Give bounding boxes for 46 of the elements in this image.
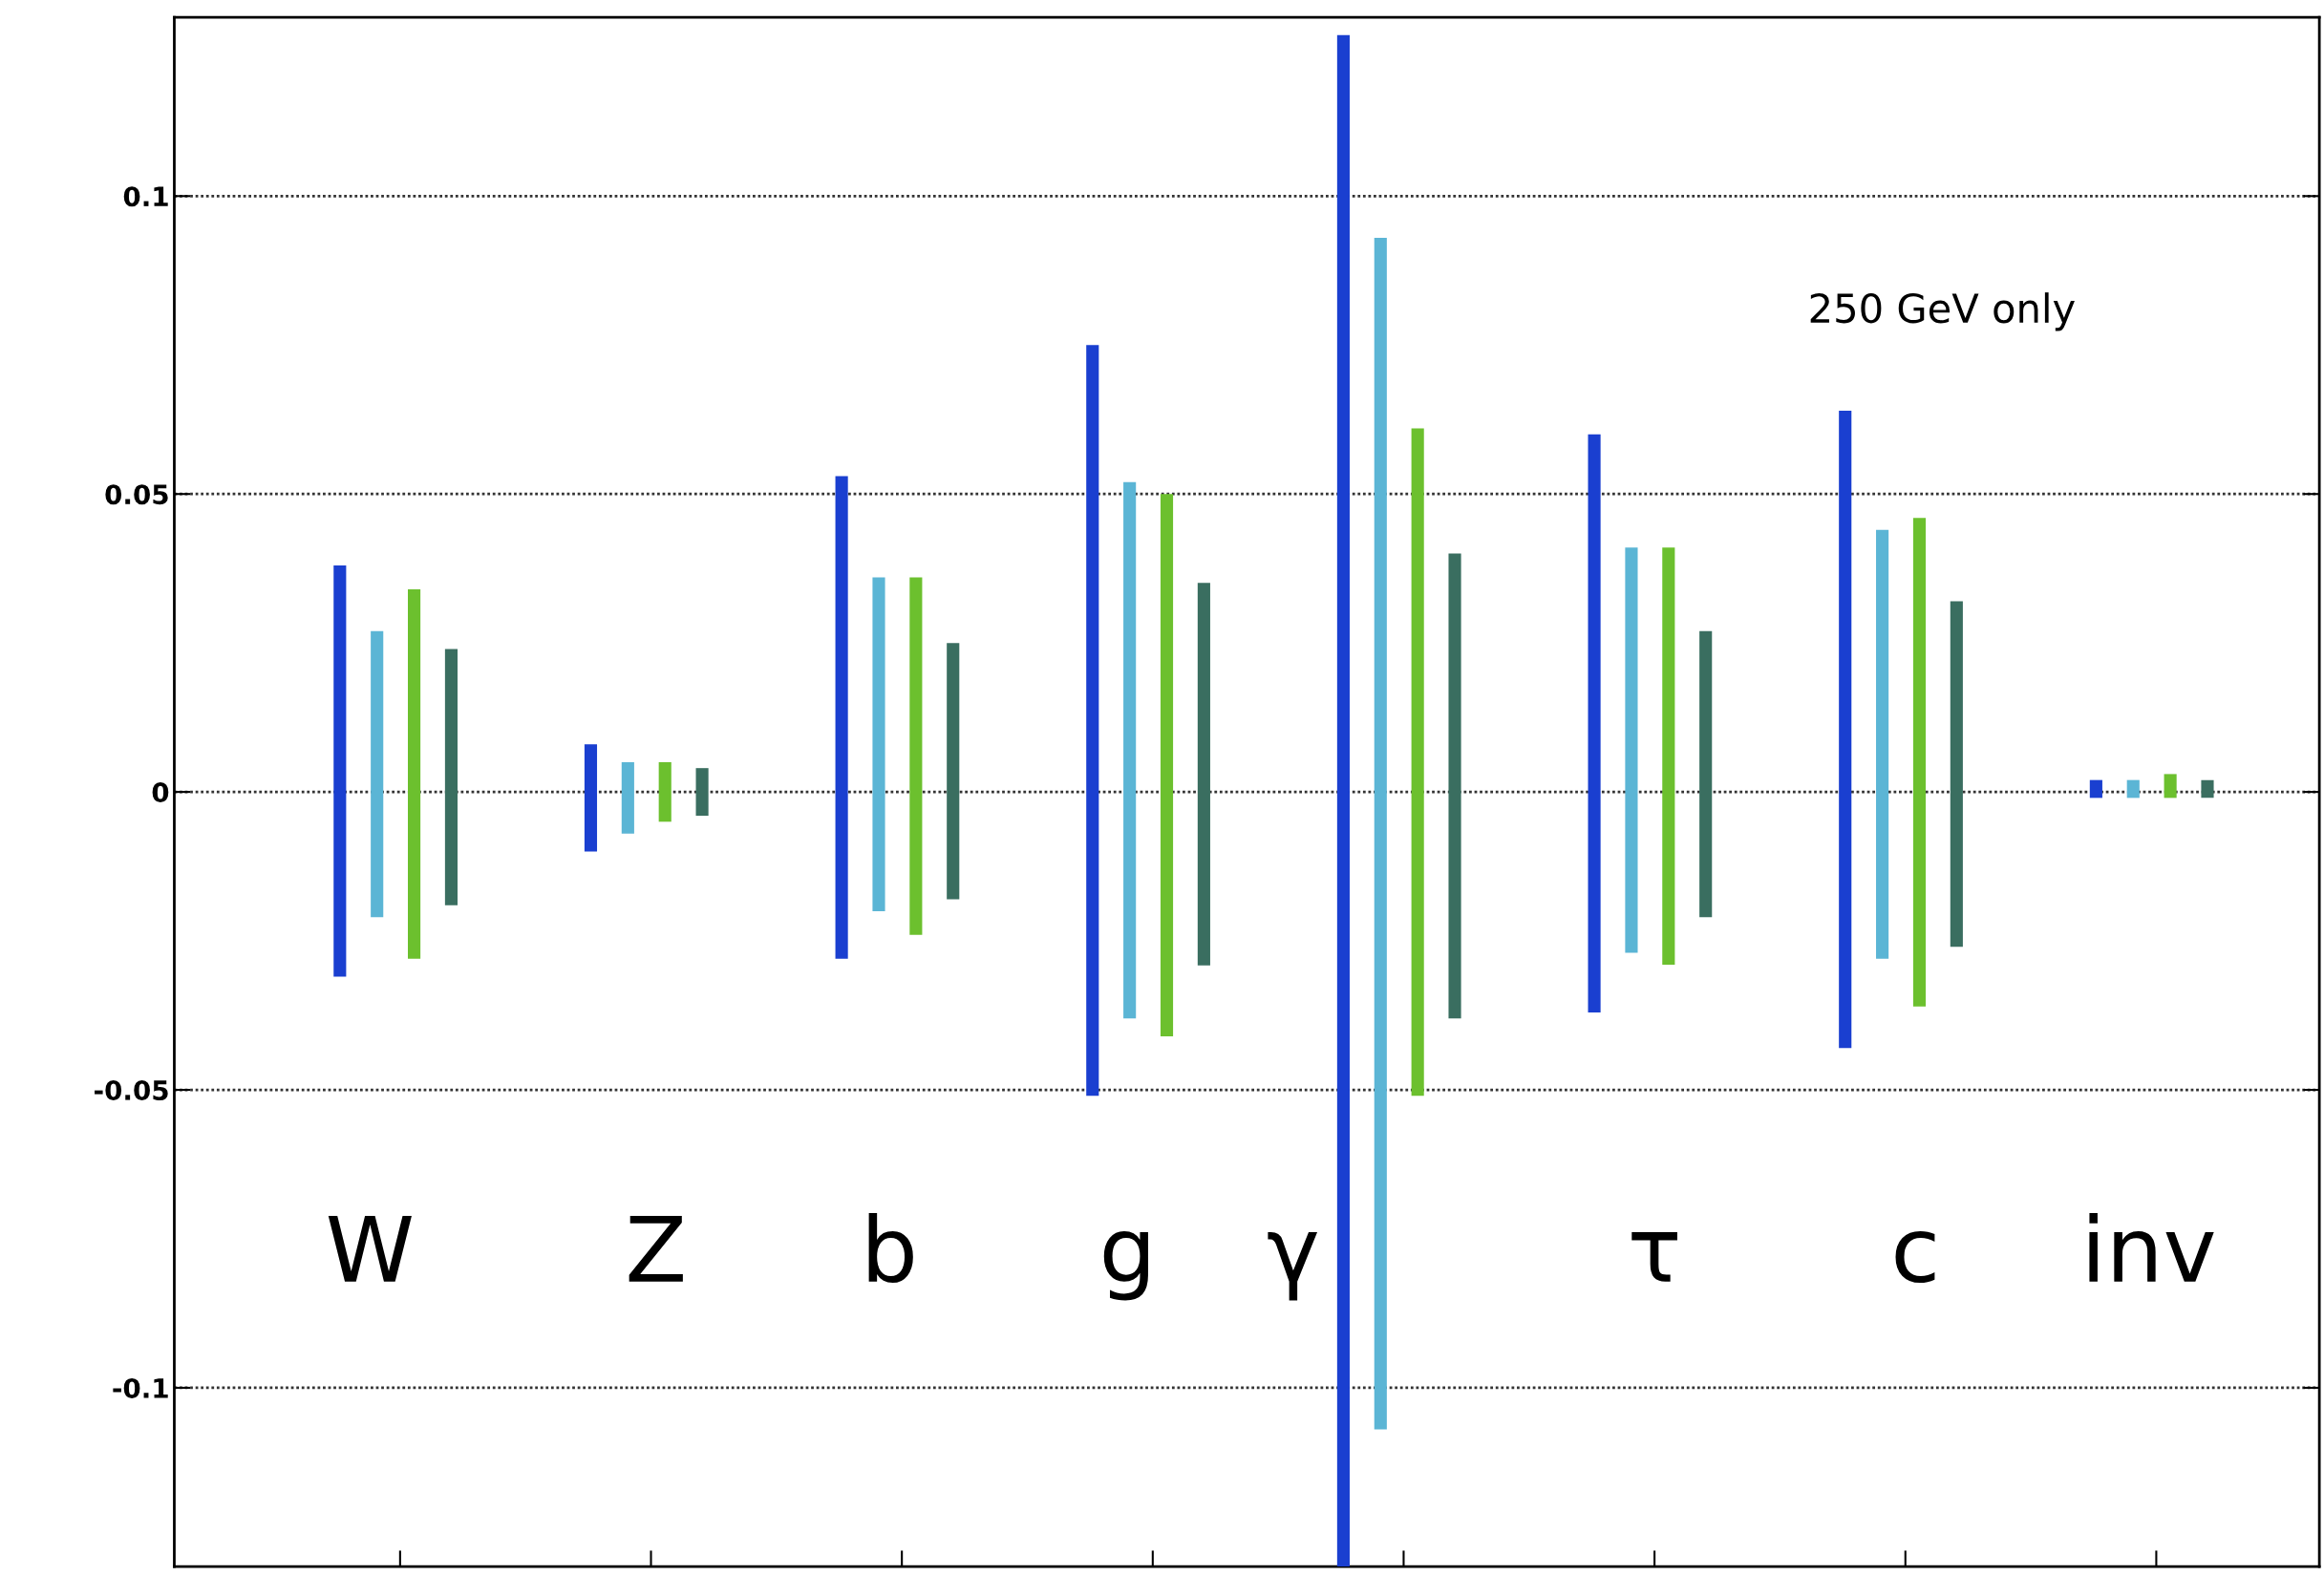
bar [1912, 518, 1927, 1007]
y-tick-label: -0.05 [95, 1079, 168, 1100]
bar [909, 577, 923, 935]
bar [1699, 630, 1713, 918]
bar [695, 768, 709, 817]
x-tick-label: inv [2089, 1213, 2214, 1282]
x-tick-label: b [868, 1213, 913, 1284]
bar [658, 761, 672, 822]
bar [1839, 410, 1852, 1049]
x-tick-label: c [1895, 1230, 1935, 1284]
bar [947, 643, 960, 900]
y-tick-label: -0.1 [113, 1377, 168, 1398]
x-tick-label: W [328, 1215, 412, 1282]
y-tick-label: 0.05 [105, 484, 168, 505]
bar [1374, 237, 1387, 1430]
bar [2126, 779, 2140, 799]
bar [2164, 774, 2177, 799]
bar [1950, 601, 1963, 948]
bar [1086, 345, 1099, 1097]
x-tick-label: g [1103, 1230, 1148, 1301]
y-tick-label: 0 [152, 782, 169, 803]
annotation: 250 GeV only [1810, 292, 2075, 331]
x-tick-label: τ [1631, 1232, 1677, 1282]
bar [1625, 547, 1638, 953]
bar [408, 589, 421, 959]
bar [1588, 434, 1601, 1012]
bar [1160, 494, 1174, 1036]
bar [2201, 779, 2214, 799]
bar [1448, 553, 1461, 1019]
bar [2089, 779, 2102, 799]
bar [1876, 529, 1889, 959]
x-tick-label: Z [629, 1215, 683, 1282]
bar [1336, 34, 1350, 1567]
y-tick-label: 0.1 [123, 186, 168, 207]
bar [584, 744, 598, 852]
bar [1662, 547, 1675, 966]
x-tick-label: γ [1268, 1232, 1318, 1301]
bar [1197, 583, 1210, 966]
bar [835, 476, 848, 959]
bar [1123, 481, 1137, 1019]
bar [333, 565, 347, 977]
bar [444, 649, 458, 905]
bar [371, 630, 384, 918]
bar [872, 577, 885, 911]
bar [1411, 428, 1424, 1097]
bar [621, 761, 634, 834]
